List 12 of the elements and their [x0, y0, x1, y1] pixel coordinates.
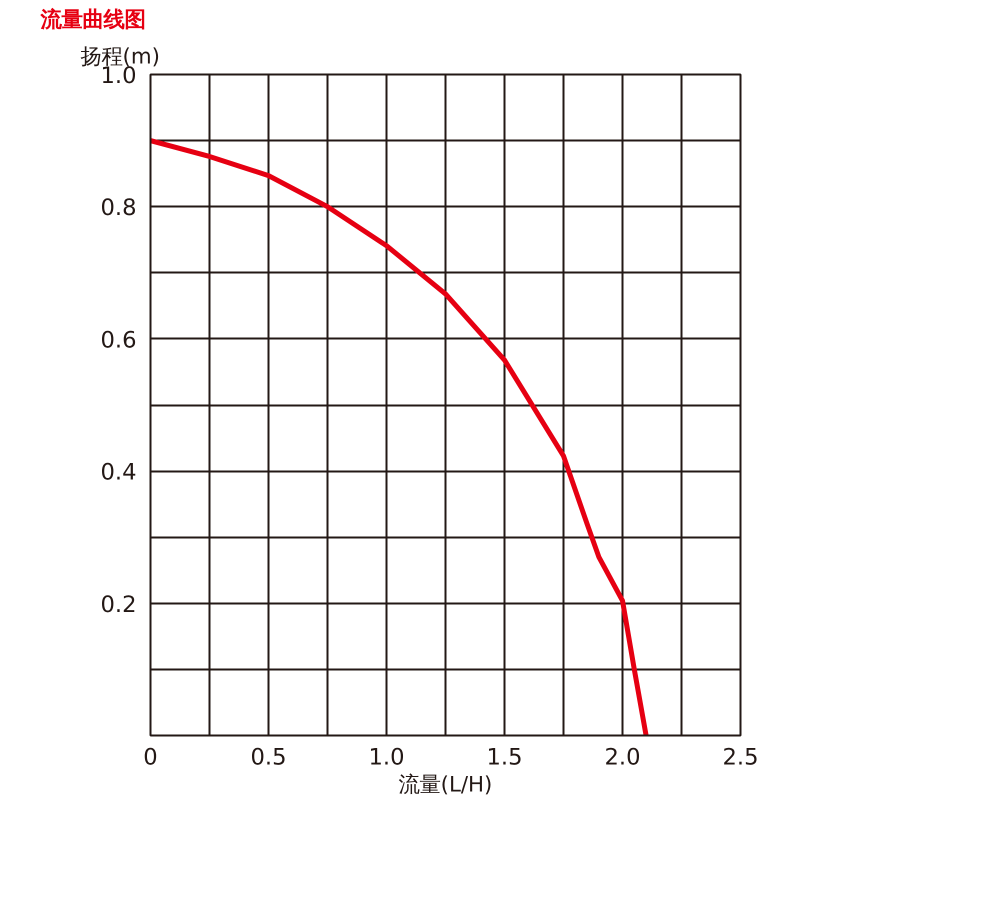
- x-tick-label: 2.0: [604, 744, 641, 770]
- x-tick-label: 0: [143, 744, 158, 770]
- chart-title: 流量曲线图: [40, 8, 146, 32]
- y-tick-label: 0.8: [100, 195, 136, 222]
- x-tick-label: 2.5: [722, 744, 759, 770]
- y-tick-label: 0.4: [100, 460, 136, 486]
- x-tick-label: 1.0: [368, 744, 405, 770]
- y-tick-label: 0.2: [100, 592, 136, 618]
- x-tick-label: 0.5: [250, 744, 287, 770]
- x-axis-title: 流量(L/H): [398, 772, 492, 798]
- y-tick-label: 0.6: [100, 327, 136, 354]
- x-tick-label: 1.5: [486, 744, 523, 770]
